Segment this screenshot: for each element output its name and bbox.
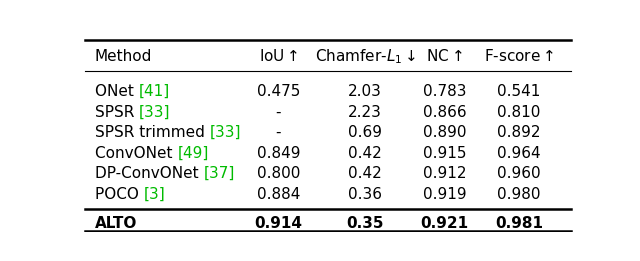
Text: DP-ConvONet: DP-ConvONet xyxy=(95,166,204,181)
Text: -: - xyxy=(276,105,281,120)
Text: 0.892: 0.892 xyxy=(497,125,541,140)
Text: 0.890: 0.890 xyxy=(423,125,467,140)
Text: 0.866: 0.866 xyxy=(423,105,467,120)
Text: 0.849: 0.849 xyxy=(257,146,300,161)
Text: 0.36: 0.36 xyxy=(348,187,382,201)
Text: 0.981: 0.981 xyxy=(495,216,543,231)
Text: 0.912: 0.912 xyxy=(423,166,467,181)
Text: 2.23: 2.23 xyxy=(348,105,382,120)
Text: [49]: [49] xyxy=(177,146,209,161)
Text: 0.919: 0.919 xyxy=(423,187,467,201)
Text: 0.800: 0.800 xyxy=(257,166,300,181)
Text: 0.964: 0.964 xyxy=(497,146,541,161)
Text: 0.42: 0.42 xyxy=(348,166,382,181)
Text: 0.783: 0.783 xyxy=(423,84,467,99)
Text: 0.960: 0.960 xyxy=(497,166,541,181)
Text: 0.914: 0.914 xyxy=(254,216,302,231)
Text: Method: Method xyxy=(95,49,152,64)
Text: 0.541: 0.541 xyxy=(497,84,541,99)
Text: [41]: [41] xyxy=(139,84,170,99)
Text: 0.810: 0.810 xyxy=(497,105,541,120)
Text: 0.915: 0.915 xyxy=(423,146,467,161)
Text: 0.42: 0.42 xyxy=(348,146,382,161)
Text: F-score$\uparrow$: F-score$\uparrow$ xyxy=(484,49,554,64)
Text: ALTO: ALTO xyxy=(95,216,137,231)
Text: POCO: POCO xyxy=(95,187,143,201)
Text: SPSR trimmed: SPSR trimmed xyxy=(95,125,210,140)
Text: 0.69: 0.69 xyxy=(348,125,382,140)
Text: SPSR: SPSR xyxy=(95,105,139,120)
Text: 0.35: 0.35 xyxy=(346,216,384,231)
Text: [3]: [3] xyxy=(143,187,165,201)
Text: 0.921: 0.921 xyxy=(420,216,468,231)
Text: IoU$\uparrow$: IoU$\uparrow$ xyxy=(259,49,298,64)
Text: ONet: ONet xyxy=(95,84,139,99)
Text: [37]: [37] xyxy=(204,166,235,181)
Text: [33]: [33] xyxy=(210,125,241,140)
Text: [33]: [33] xyxy=(139,105,171,120)
Text: 0.980: 0.980 xyxy=(497,187,541,201)
Text: -: - xyxy=(276,125,281,140)
Text: 2.03: 2.03 xyxy=(348,84,382,99)
Text: ConvONet: ConvONet xyxy=(95,146,177,161)
Text: 0.475: 0.475 xyxy=(257,84,300,99)
Text: 0.884: 0.884 xyxy=(257,187,300,201)
Text: NC$\uparrow$: NC$\uparrow$ xyxy=(426,49,463,64)
Text: Chamfer-$L_1$$\downarrow$: Chamfer-$L_1$$\downarrow$ xyxy=(314,47,416,66)
